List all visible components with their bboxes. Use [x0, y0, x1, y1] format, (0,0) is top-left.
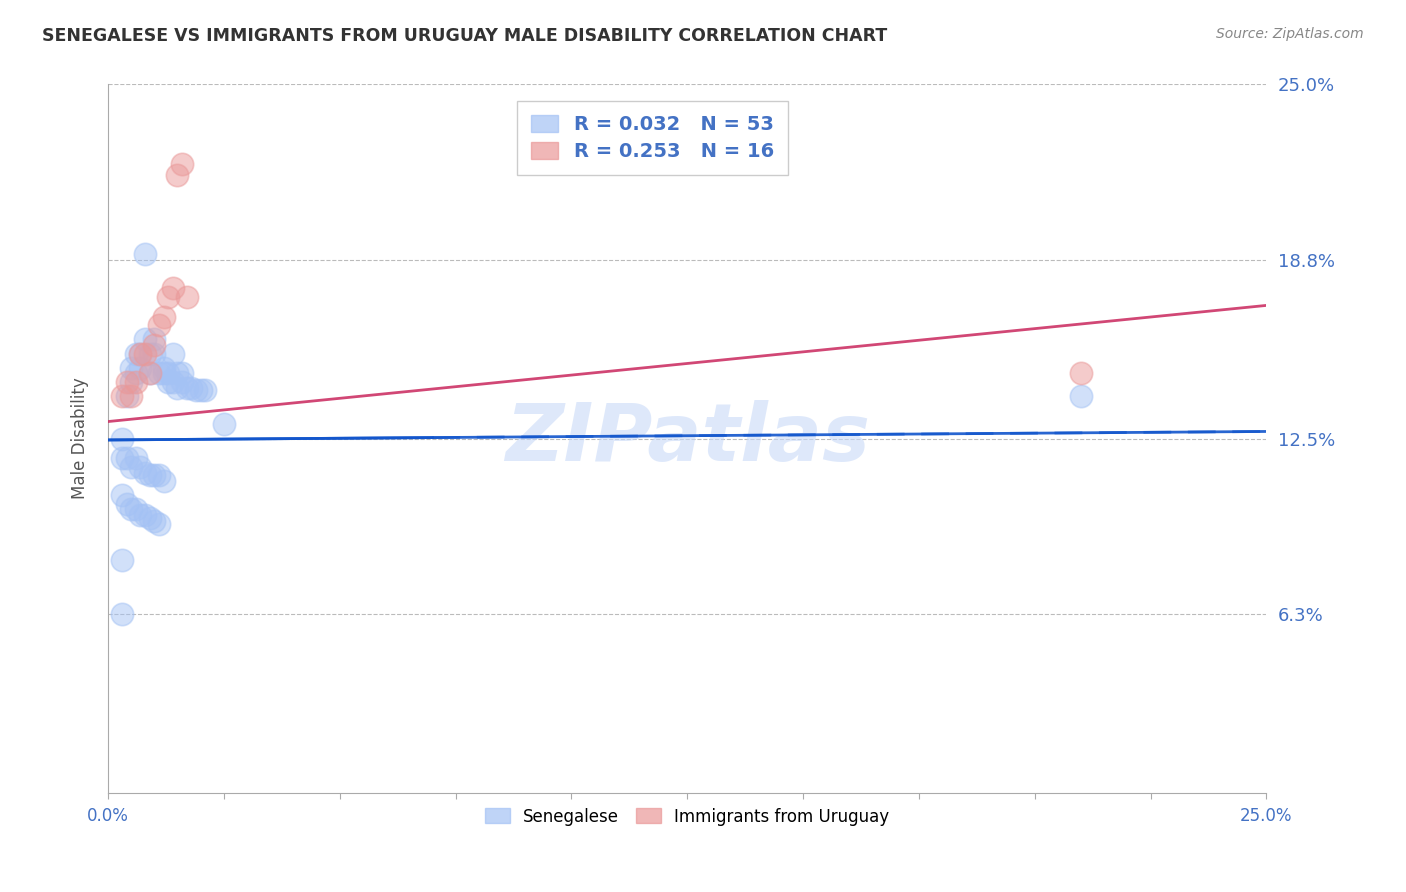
Point	[143, 332, 166, 346]
Point	[166, 367, 188, 381]
Point	[138, 346, 160, 360]
Point	[115, 497, 138, 511]
Point	[162, 281, 184, 295]
Point	[143, 514, 166, 528]
Point	[152, 474, 174, 488]
Point	[120, 375, 142, 389]
Point	[138, 468, 160, 483]
Point	[176, 290, 198, 304]
Point	[125, 451, 148, 466]
Text: ZIPatlas: ZIPatlas	[505, 400, 870, 477]
Point	[111, 389, 134, 403]
Point	[143, 338, 166, 352]
Text: SENEGALESE VS IMMIGRANTS FROM URUGUAY MALE DISABILITY CORRELATION CHART: SENEGALESE VS IMMIGRANTS FROM URUGUAY MA…	[42, 27, 887, 45]
Point	[134, 332, 156, 346]
Point	[148, 516, 170, 531]
Point	[176, 380, 198, 394]
Point	[120, 389, 142, 403]
Point	[111, 451, 134, 466]
Point	[134, 247, 156, 261]
Point	[115, 451, 138, 466]
Point	[115, 375, 138, 389]
Point	[138, 511, 160, 525]
Point	[111, 432, 134, 446]
Point	[129, 459, 152, 474]
Point	[138, 367, 160, 381]
Point	[184, 384, 207, 398]
Point	[125, 375, 148, 389]
Point	[138, 367, 160, 381]
Point	[111, 488, 134, 502]
Point	[129, 508, 152, 522]
Point	[152, 310, 174, 324]
Point	[190, 384, 212, 398]
Point	[172, 367, 194, 381]
Point	[157, 290, 180, 304]
Point	[148, 468, 170, 483]
Point	[194, 384, 217, 398]
Point	[1070, 367, 1092, 381]
Point	[148, 367, 170, 381]
Point	[111, 553, 134, 567]
Point	[152, 367, 174, 381]
Point	[212, 417, 235, 432]
Point	[134, 508, 156, 522]
Point	[166, 380, 188, 394]
Point	[172, 375, 194, 389]
Point	[180, 380, 202, 394]
Point	[125, 346, 148, 360]
Point	[152, 360, 174, 375]
Point	[134, 466, 156, 480]
Point	[111, 607, 134, 622]
Point	[157, 375, 180, 389]
Point	[125, 367, 148, 381]
Text: Source: ZipAtlas.com: Source: ZipAtlas.com	[1216, 27, 1364, 41]
Point	[115, 389, 138, 403]
Point	[162, 375, 184, 389]
Point	[120, 360, 142, 375]
Point	[148, 318, 170, 333]
Point	[157, 367, 180, 381]
Point	[129, 360, 152, 375]
Point	[143, 468, 166, 483]
Point	[166, 168, 188, 182]
Point	[120, 459, 142, 474]
Y-axis label: Male Disability: Male Disability	[72, 377, 89, 500]
Point	[1070, 389, 1092, 403]
Point	[120, 502, 142, 516]
Point	[134, 346, 156, 360]
Point	[125, 502, 148, 516]
Point	[129, 346, 152, 360]
Legend: Senegalese, Immigrants from Uruguay: Senegalese, Immigrants from Uruguay	[477, 799, 898, 834]
Point	[129, 346, 152, 360]
Point	[162, 346, 184, 360]
Point	[143, 346, 166, 360]
Point	[172, 157, 194, 171]
